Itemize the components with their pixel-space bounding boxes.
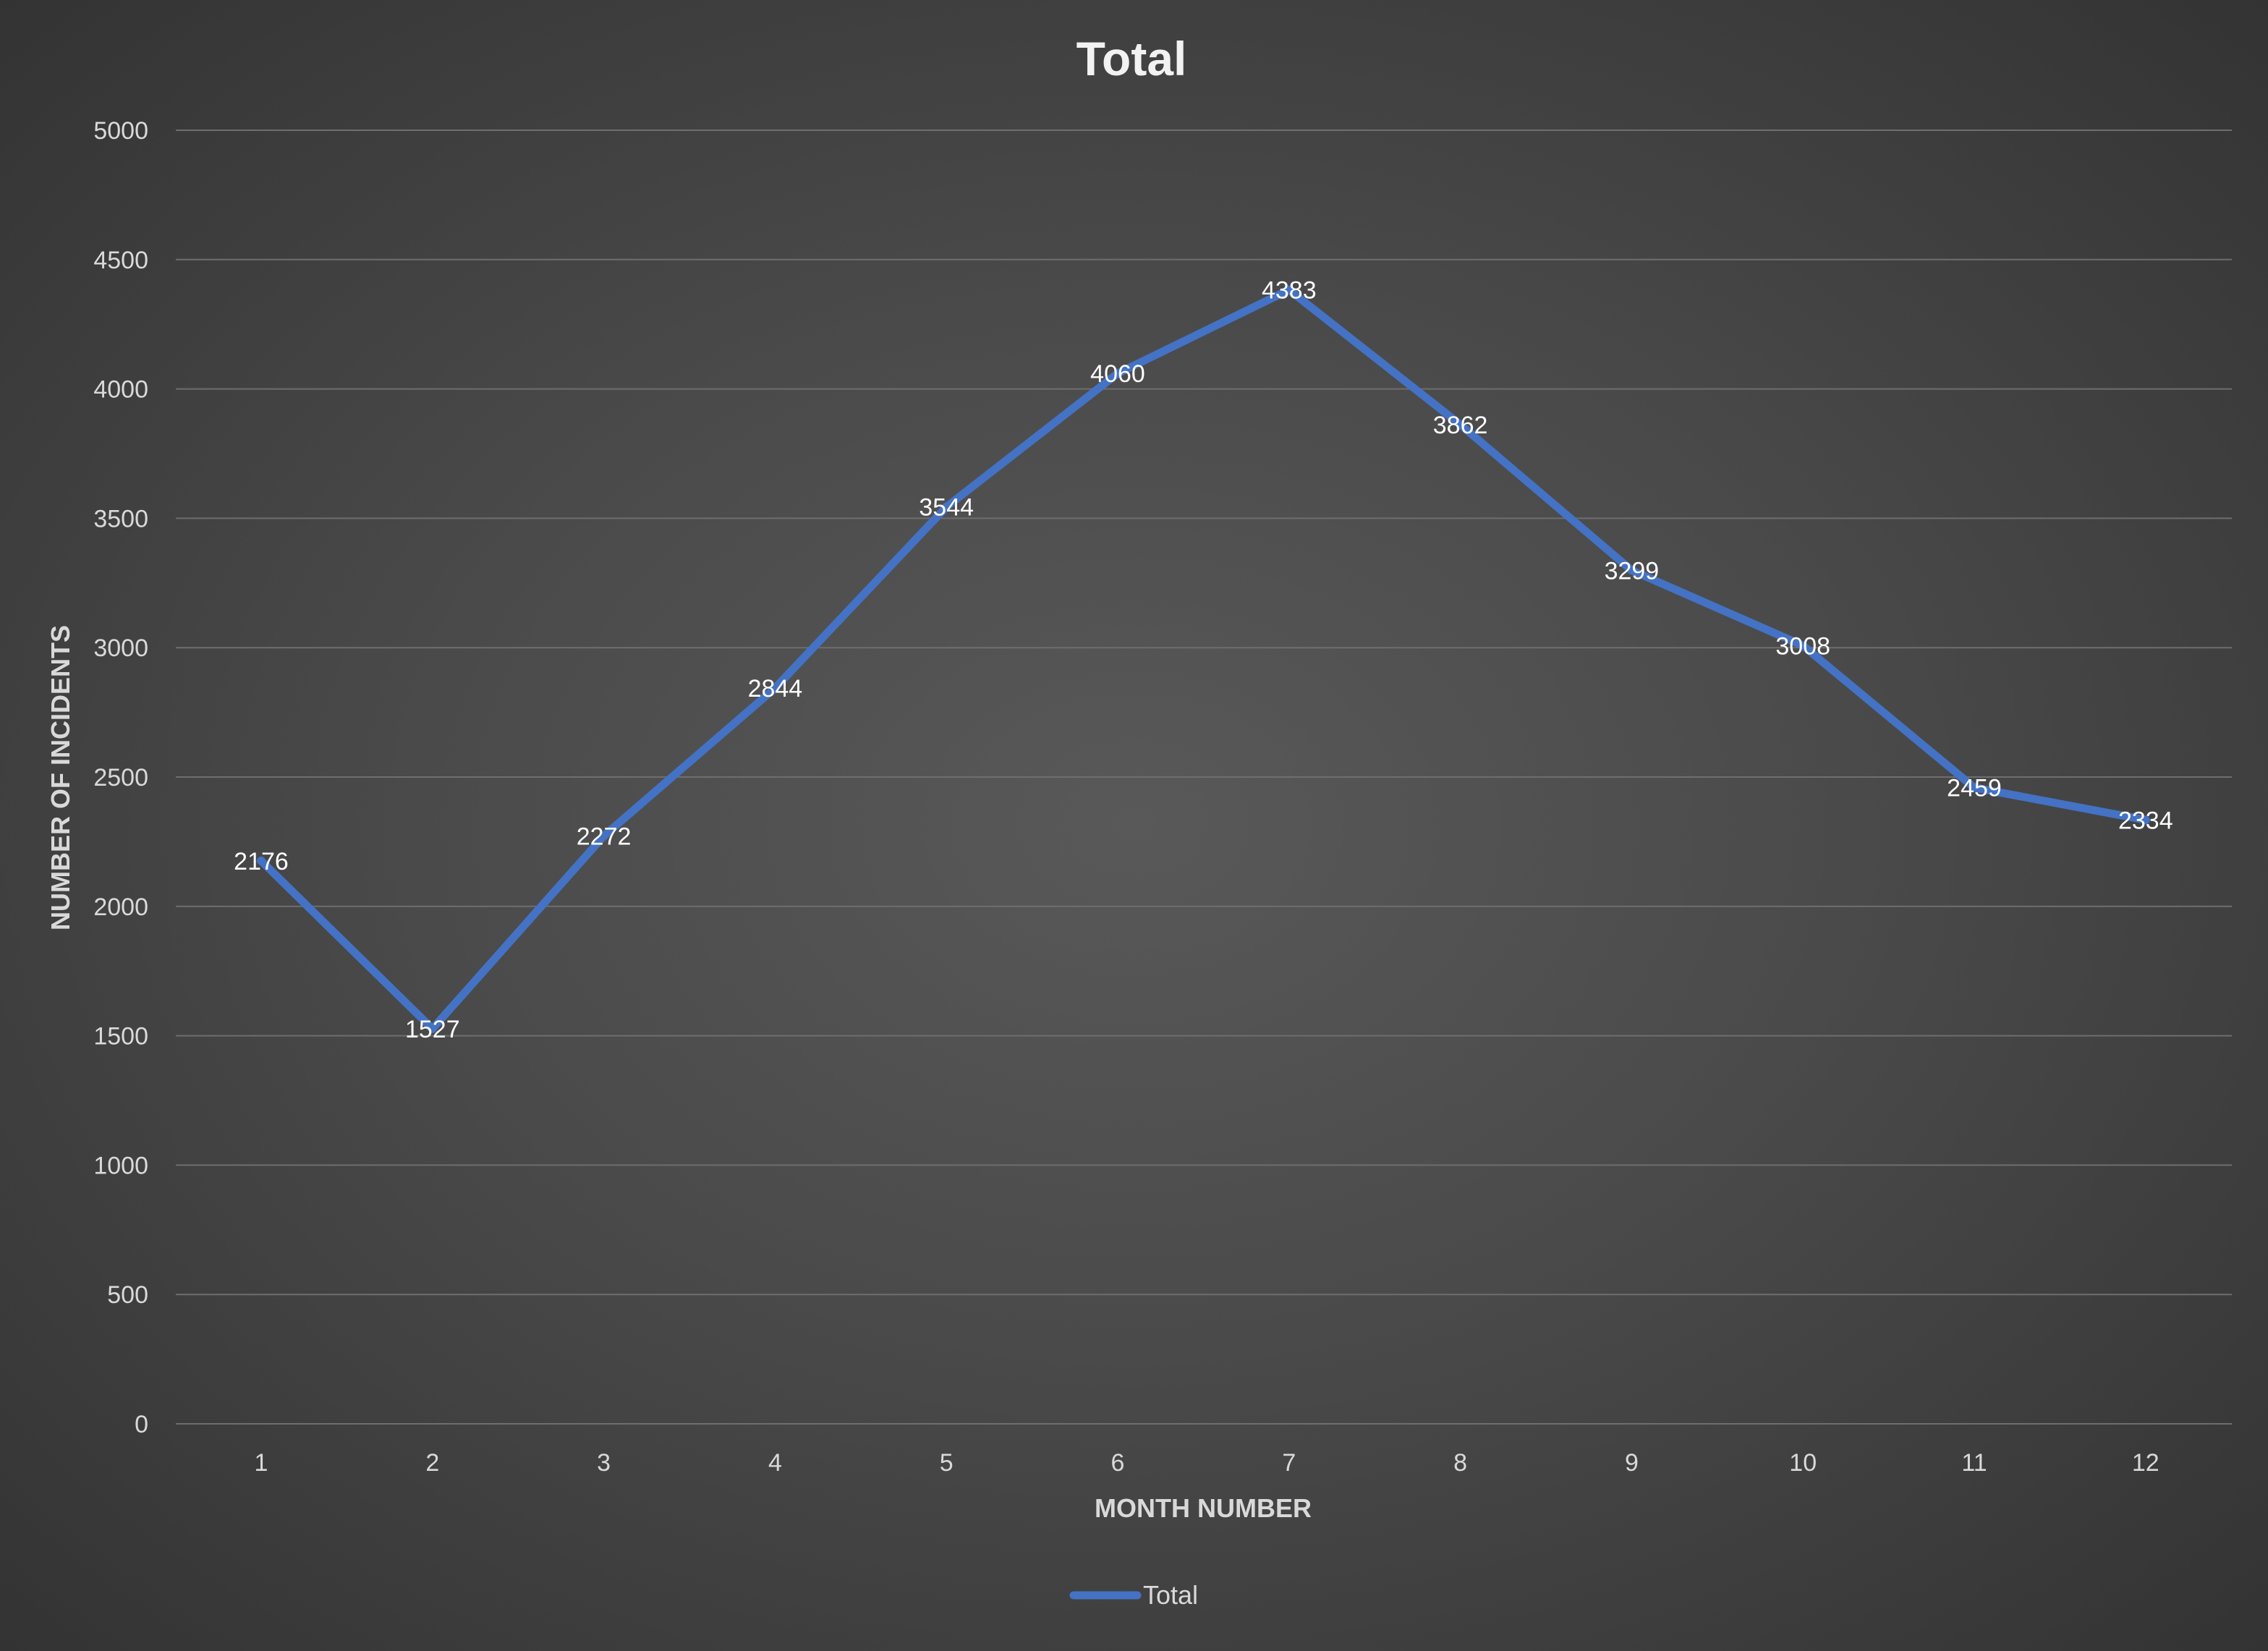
x-tick-label: 8 [1453, 1449, 1467, 1477]
y-tick-label: 1500 [93, 1023, 148, 1051]
y-tick-label: 4000 [93, 376, 148, 404]
data-label: 3008 [1775, 632, 1830, 660]
data-point [770, 683, 780, 692]
series-total [257, 285, 2150, 1033]
data-label: 3544 [919, 494, 974, 522]
data-point [1627, 566, 1636, 575]
chart-title: Total [1076, 32, 1187, 85]
data-label: 2844 [748, 675, 803, 703]
data-point [1284, 285, 1294, 294]
x-tick-label: 3 [597, 1449, 611, 1477]
data-labels: 2176 1527 2272 2844 3544 4060 4383 3862 3299 3008… [234, 277, 2173, 1043]
y-tick-label: 0 [135, 1411, 148, 1438]
y-tick-label: 3500 [93, 505, 148, 532]
y-tick-label: 500 [107, 1281, 148, 1309]
x-tick-label: 7 [1282, 1449, 1296, 1477]
y-tick-label: 1000 [93, 1152, 148, 1179]
data-label: 3862 [1433, 412, 1488, 439]
data-point [942, 502, 951, 512]
y-axis-title: NUMBER OF INCIDENTS [46, 625, 75, 930]
data-label: 2459 [1947, 775, 2002, 802]
data-point [428, 1024, 437, 1033]
y-axis-tick-labels: 0 500 1000 1500 2000 2500 3000 3500 4000 4500 5000 [93, 117, 148, 1438]
data-label: 2176 [234, 848, 289, 875]
series-line-total [257, 286, 2150, 1033]
data-point [1456, 420, 1465, 429]
y-tick-label: 3000 [93, 634, 148, 662]
data-point [1970, 783, 1979, 792]
y-tick-label: 2500 [93, 764, 148, 791]
legend: Total [1069, 1580, 1198, 1610]
data-point [599, 831, 608, 841]
data-label: 2272 [577, 823, 632, 851]
y-tick-label: 2000 [93, 894, 148, 921]
y-tick-label: 4500 [93, 247, 148, 274]
y-tick-label: 5000 [93, 117, 148, 145]
gridlines [176, 130, 2232, 1425]
data-point [1113, 369, 1122, 378]
x-axis-tick-labels: 1 2 3 4 5 6 7 8 9 10 11 12 [255, 1449, 2159, 1477]
legend-label-total: Total [1143, 1580, 1198, 1610]
x-tick-label: 2 [425, 1449, 439, 1477]
x-tick-label: 4 [768, 1449, 782, 1477]
x-tick-label: 9 [1625, 1449, 1639, 1477]
x-tick-label: 6 [1111, 1449, 1125, 1477]
data-point [2141, 815, 2150, 825]
data-point [1798, 641, 1808, 650]
x-tick-label: 5 [940, 1449, 954, 1477]
x-axis-title: MONTH NUMBER [1095, 1493, 1312, 1523]
x-tick-label: 10 [1789, 1449, 1817, 1477]
x-tick-label: 1 [255, 1449, 268, 1477]
x-tick-label: 12 [2132, 1449, 2159, 1477]
data-label: 4060 [1090, 360, 1145, 388]
data-label: 1527 [405, 1016, 460, 1043]
data-label: 3299 [1605, 557, 1660, 585]
data-point [257, 856, 266, 865]
data-label: 4383 [1262, 277, 1317, 305]
data-label: 2334 [2118, 807, 2173, 834]
x-tick-label: 11 [1961, 1449, 1987, 1477]
